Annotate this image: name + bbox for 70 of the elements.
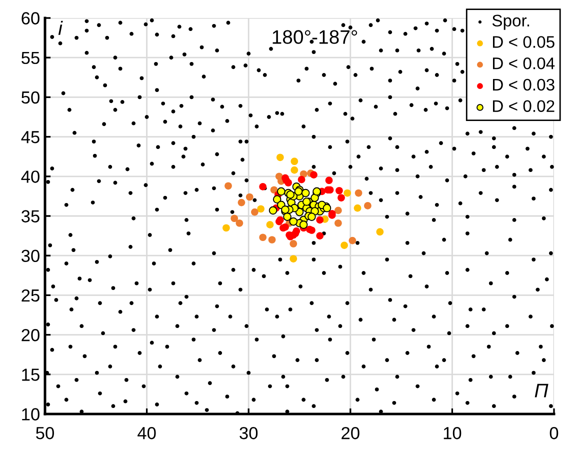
x-tick-label: 0 xyxy=(550,426,558,440)
point xyxy=(325,176,333,184)
y-tick-label: 45 xyxy=(21,131,40,144)
y-tick-label: 60 xyxy=(22,12,40,24)
point xyxy=(270,186,278,194)
point xyxy=(268,236,276,244)
point xyxy=(299,220,308,229)
point xyxy=(334,206,342,214)
point xyxy=(222,224,230,232)
point xyxy=(282,176,290,184)
legend-label: D < 0.03 xyxy=(493,78,554,91)
y-tick-label: 10 xyxy=(22,408,40,420)
point xyxy=(290,240,298,248)
point xyxy=(348,236,356,244)
point xyxy=(290,166,298,174)
point xyxy=(354,204,362,212)
point xyxy=(340,242,348,249)
legend-label: Spor. xyxy=(492,14,530,30)
point xyxy=(316,216,324,224)
point xyxy=(272,195,282,204)
y-tick-label: 55 xyxy=(22,52,40,64)
point xyxy=(290,255,298,262)
point xyxy=(289,217,298,226)
x-tick-label: 20 xyxy=(342,426,360,440)
legend-label: D < 0.05 xyxy=(493,36,554,48)
point xyxy=(290,158,298,166)
point xyxy=(338,194,345,202)
y-tick-label: 25 xyxy=(22,289,40,302)
point xyxy=(301,188,310,198)
point xyxy=(257,205,264,213)
point xyxy=(336,186,343,194)
point xyxy=(376,228,384,236)
x-tick-label: 50 xyxy=(36,426,54,440)
point xyxy=(259,234,267,242)
point xyxy=(316,232,324,240)
y-tick-label: 20 xyxy=(22,328,40,342)
y-axis-title: i xyxy=(58,20,63,35)
point xyxy=(276,154,284,162)
point xyxy=(251,208,258,216)
point xyxy=(246,193,254,201)
x-tick-label: 10 xyxy=(444,426,462,440)
chart-title: 180°-187° xyxy=(272,30,358,44)
y-tick-label: 15 xyxy=(22,368,40,381)
y-tick-label: 30 xyxy=(21,250,40,262)
point xyxy=(308,212,316,221)
y-tick-label: 40 xyxy=(21,170,40,183)
point xyxy=(259,183,267,190)
point xyxy=(230,214,238,222)
point xyxy=(310,194,319,202)
y-tick-label: 50 xyxy=(22,91,40,104)
legend-label: D < 0.02 xyxy=(493,100,554,112)
point xyxy=(302,198,311,206)
point xyxy=(354,189,362,197)
point xyxy=(310,171,318,178)
x-axis-title: Π xyxy=(534,384,548,398)
point xyxy=(364,202,372,210)
point xyxy=(268,206,278,215)
point xyxy=(238,198,246,206)
point xyxy=(334,219,342,227)
point xyxy=(283,212,292,221)
point xyxy=(277,187,286,196)
point xyxy=(266,221,274,228)
legend-label: D < 0.04 xyxy=(493,57,555,70)
point xyxy=(224,182,232,190)
point xyxy=(298,176,306,184)
x-tick-label: 30 xyxy=(240,426,258,440)
x-tick-label: 40 xyxy=(138,426,156,440)
point xyxy=(236,219,244,227)
y-tick-label: 35 xyxy=(21,210,40,222)
point xyxy=(344,189,352,197)
